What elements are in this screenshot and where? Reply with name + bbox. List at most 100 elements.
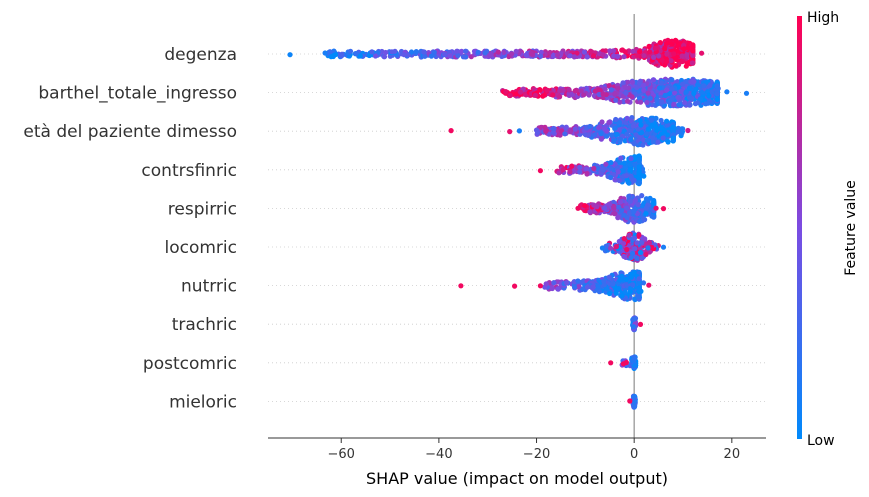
shap-point xyxy=(626,180,632,186)
shap-point xyxy=(322,50,328,56)
shap-point xyxy=(687,102,693,108)
shap-point xyxy=(618,155,624,161)
shap-point xyxy=(624,282,630,288)
shap-point xyxy=(431,49,437,55)
shap-point xyxy=(658,80,665,86)
shap-point xyxy=(634,53,640,59)
feature-label: mieloric xyxy=(169,392,237,412)
shap-point xyxy=(649,122,655,128)
shap-point xyxy=(633,132,639,138)
shap-point xyxy=(623,90,629,96)
shap-point xyxy=(642,217,648,223)
shap-point xyxy=(615,85,621,91)
shap-point xyxy=(347,48,354,54)
shap-point xyxy=(584,284,591,290)
shap-point xyxy=(643,251,649,258)
shap-point xyxy=(622,289,628,295)
shap-point xyxy=(606,274,612,280)
shap-point xyxy=(703,101,709,107)
shap-point xyxy=(554,52,561,58)
shap-point xyxy=(569,91,576,97)
shap-point xyxy=(550,125,557,132)
shap-point xyxy=(482,50,488,56)
shap-point xyxy=(599,245,606,251)
shap-point xyxy=(630,123,637,129)
shap-point xyxy=(608,87,615,93)
shap-point xyxy=(653,115,659,121)
shap-point xyxy=(613,97,619,103)
shap-point xyxy=(673,56,679,62)
shap-point xyxy=(672,90,678,96)
shap-point xyxy=(606,290,613,297)
shap-point xyxy=(659,99,665,105)
shap-point xyxy=(671,51,677,57)
shap-point xyxy=(613,131,619,138)
shap-point xyxy=(650,139,656,145)
shap-point xyxy=(638,122,644,128)
shap-point xyxy=(669,86,675,92)
shap-point xyxy=(543,281,549,287)
shap-point xyxy=(691,90,697,96)
shap-point xyxy=(624,205,630,211)
shap-point xyxy=(621,160,627,166)
shap-point xyxy=(636,232,642,238)
shap-point xyxy=(671,101,677,107)
shap-point xyxy=(602,205,608,211)
shap-point xyxy=(447,53,453,59)
shap-point xyxy=(594,204,600,210)
shap-point xyxy=(699,50,705,56)
shap-point xyxy=(623,173,630,179)
shap-point xyxy=(670,124,676,130)
shap-point xyxy=(631,177,637,183)
shap-point xyxy=(592,88,598,94)
shap-point xyxy=(357,53,363,59)
shap-point xyxy=(612,177,618,183)
shap-point xyxy=(693,86,699,92)
shap-point xyxy=(637,321,644,327)
shap-point xyxy=(532,92,539,98)
shap-point xyxy=(523,52,529,58)
shap-point xyxy=(631,399,638,405)
shap-point xyxy=(586,132,592,138)
shap-point xyxy=(632,362,638,369)
shap-point xyxy=(647,95,653,101)
shap-point xyxy=(577,164,583,170)
shap-point xyxy=(551,280,557,286)
feature-label: respirric xyxy=(168,199,237,219)
shap-point xyxy=(592,132,598,138)
shap-point xyxy=(680,126,686,132)
shap-point xyxy=(651,200,657,206)
shap-point xyxy=(609,132,615,138)
shap-point xyxy=(616,204,622,210)
shap-point xyxy=(624,115,630,121)
shap-point xyxy=(623,84,629,90)
shap-point xyxy=(654,97,660,103)
shap-point xyxy=(597,87,603,93)
shap-point xyxy=(645,126,652,132)
shap-point xyxy=(637,117,643,124)
shap-point xyxy=(566,87,572,93)
shap-point xyxy=(584,166,590,172)
feature-label: barthel_totale_ingresso xyxy=(38,84,237,104)
feature-label: postcomric xyxy=(143,354,237,374)
shap-point xyxy=(646,282,652,288)
shap-point xyxy=(575,205,581,211)
shap-point xyxy=(724,89,730,95)
shap-point xyxy=(691,79,697,85)
shap-point xyxy=(669,41,675,47)
shap-point xyxy=(408,49,415,55)
shap-point xyxy=(537,168,544,174)
shap-point xyxy=(599,119,605,125)
shap-point xyxy=(649,213,655,219)
shap-point xyxy=(650,135,656,141)
shap-point xyxy=(678,88,684,95)
x-tick-label: −40 xyxy=(425,447,452,462)
shap-point xyxy=(630,48,636,55)
shap-point xyxy=(598,131,604,137)
shap-point xyxy=(579,286,586,292)
shap-point xyxy=(518,89,524,95)
x-axis-ticks: −60 −40 −20 0 20 xyxy=(328,438,740,462)
shap-point xyxy=(657,85,663,91)
shap-point xyxy=(623,359,630,366)
shap-point xyxy=(557,132,563,138)
